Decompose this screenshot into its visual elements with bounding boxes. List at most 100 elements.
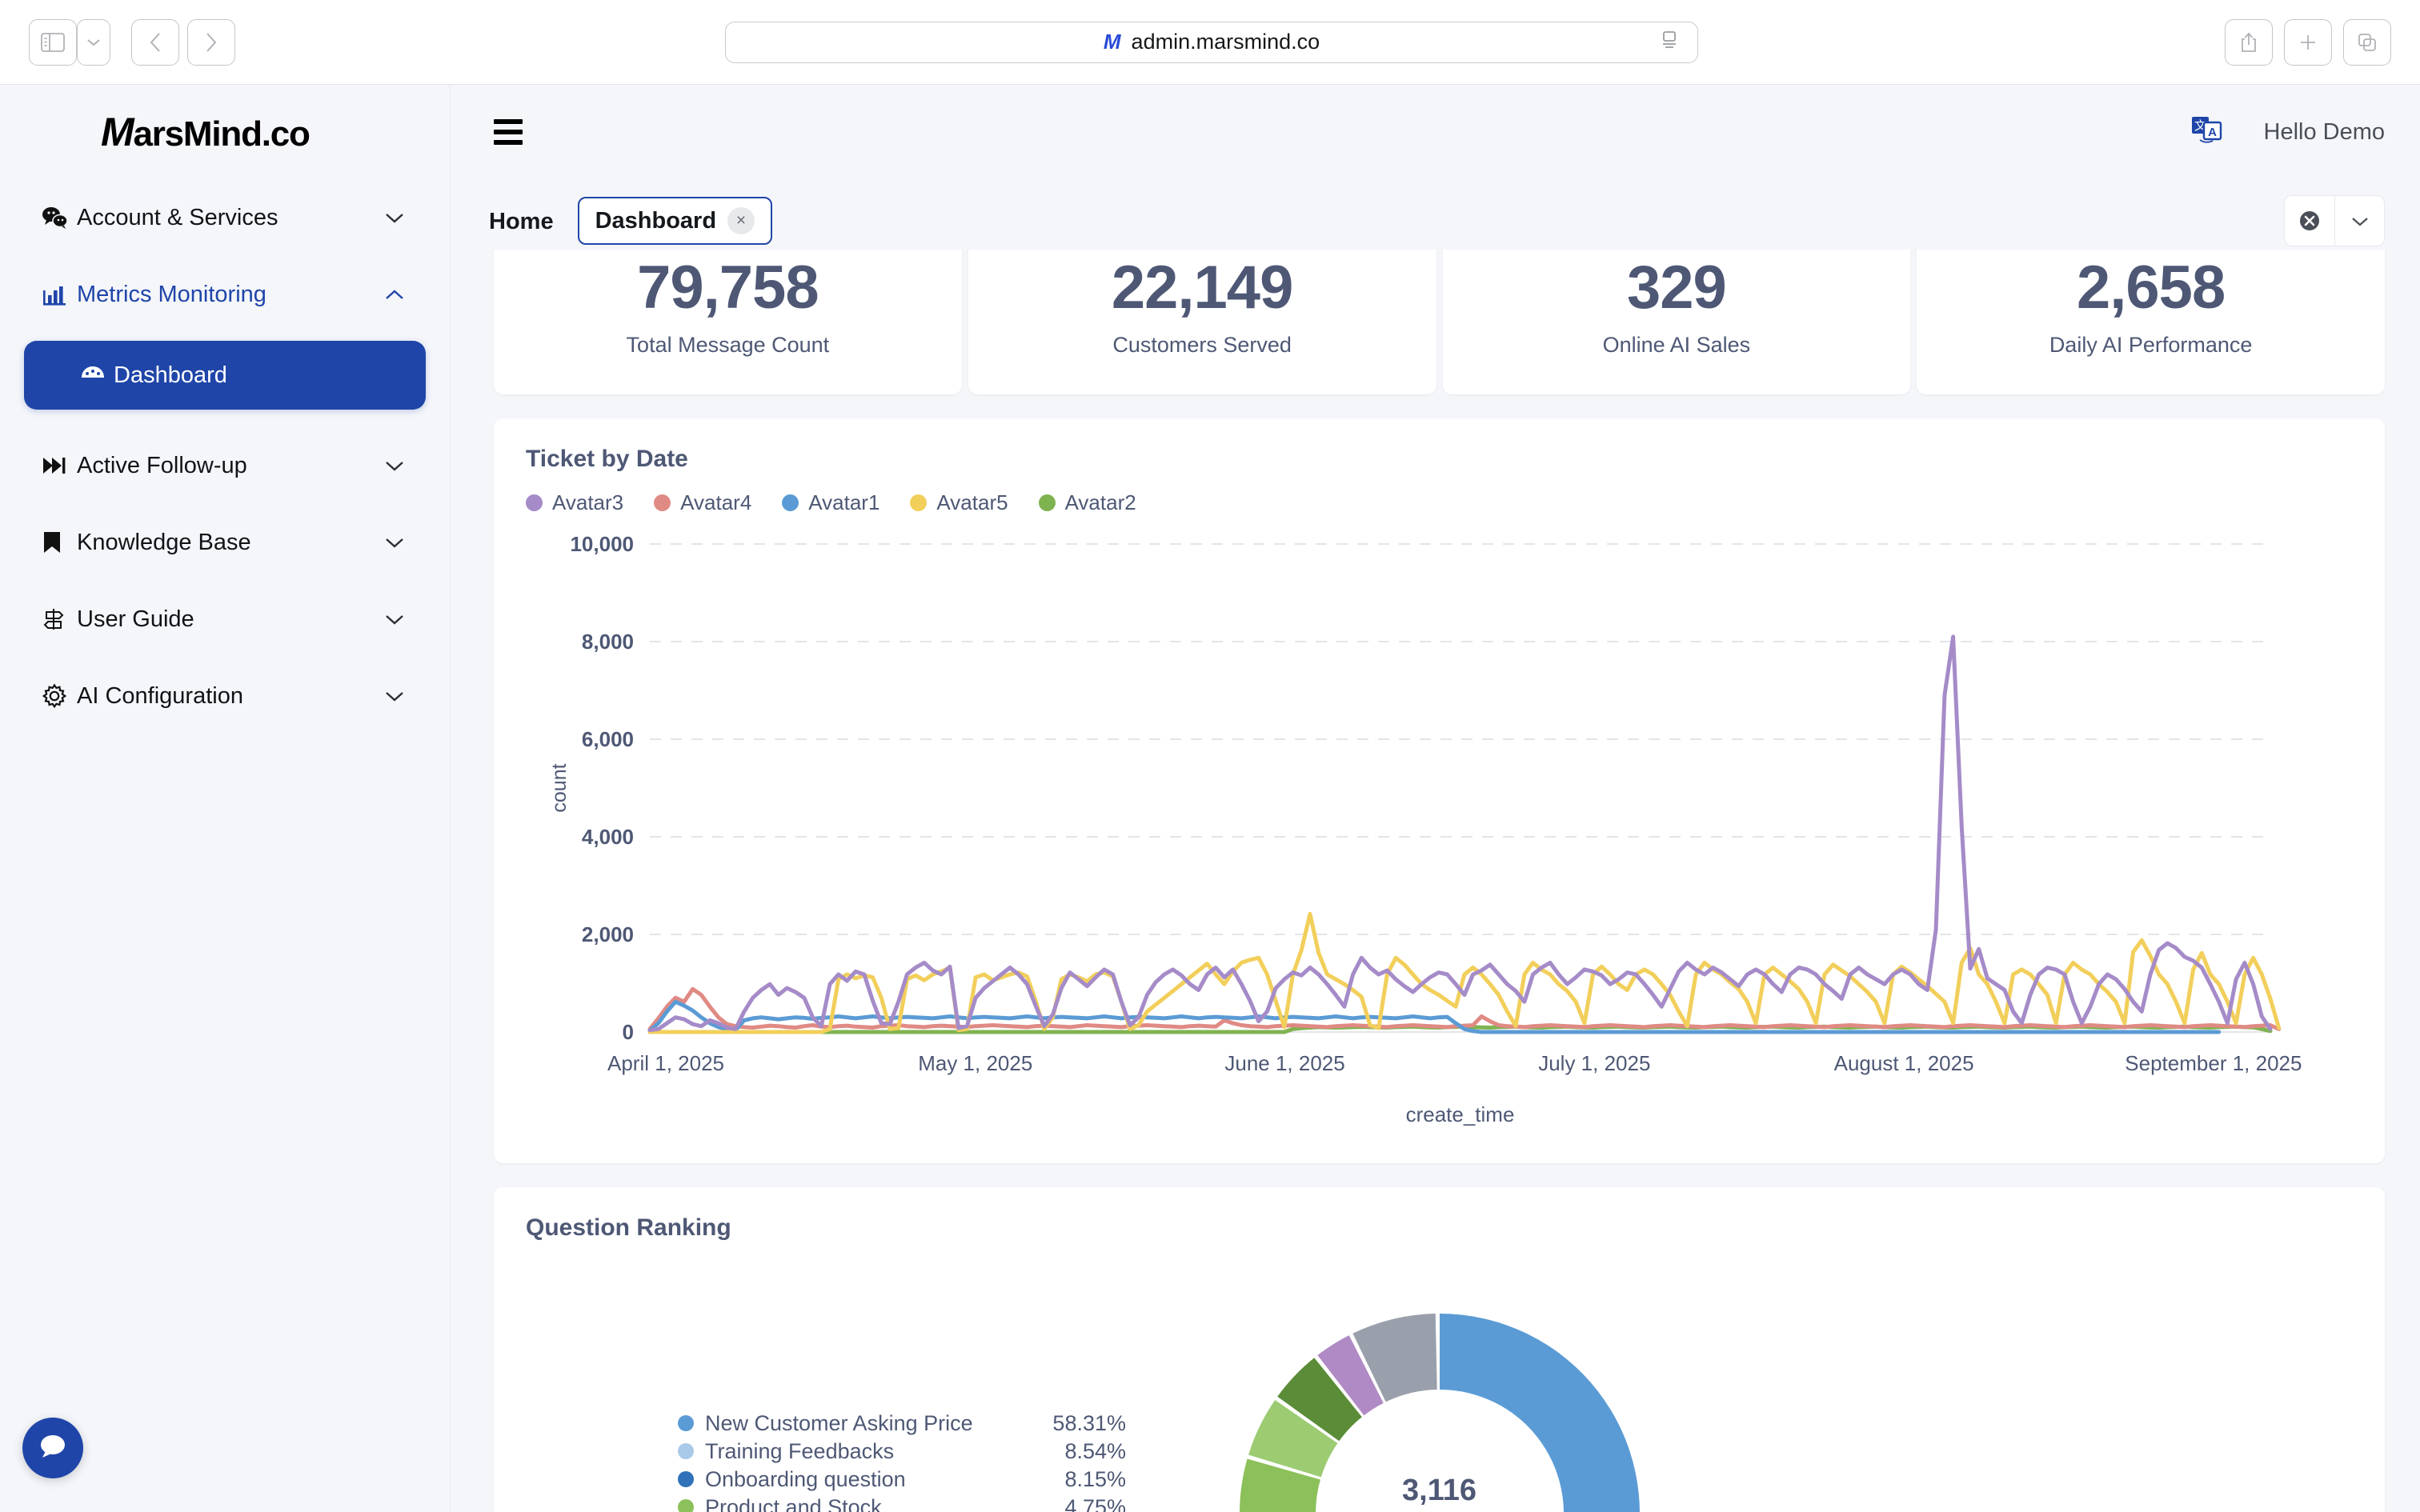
- close-circle-icon[interactable]: [2285, 196, 2334, 246]
- svg-text:August 1, 2025: August 1, 2025: [1834, 1051, 1974, 1075]
- kpi-card: 329 Online AI Sales: [1442, 250, 1911, 394]
- tab-tools: [2284, 195, 2385, 246]
- chevron-down-icon[interactable]: [384, 211, 405, 224]
- sidebar-item-ai-configuration[interactable]: AI Configuration: [24, 658, 426, 734]
- logo-text: arsMind.co: [133, 114, 310, 154]
- sidebar-item-label: User Guide: [77, 606, 194, 632]
- legend-label: Avatar5: [936, 490, 1008, 514]
- panel-title: Question Ranking: [526, 1214, 731, 1241]
- sidebar-toggle-button[interactable]: [29, 18, 77, 66]
- sidebar-item-label: Knowledge Base: [77, 529, 251, 555]
- legend-item[interactable]: Avatar3: [526, 490, 623, 515]
- donut-slice[interactable]: [1239, 1458, 1320, 1512]
- legend-value: 8.15%: [1064, 1466, 1126, 1491]
- legend-item[interactable]: Avatar4: [654, 490, 751, 515]
- share-button[interactable]: [2225, 18, 2273, 66]
- panel-title: Ticket by Date: [526, 445, 688, 472]
- chevron-down-icon[interactable]: [384, 690, 405, 702]
- svg-text:July 1, 2025: July 1, 2025: [1538, 1051, 1650, 1075]
- sidebar-item-dashboard[interactable]: Dashboard: [24, 341, 426, 410]
- kpi-label: Daily AI Performance: [2049, 332, 2253, 357]
- sidebar-item-label: AI Configuration: [77, 682, 243, 709]
- legend-label: Onboarding question: [705, 1466, 906, 1491]
- kpi-value: 79,758: [637, 254, 819, 322]
- kpi-row: 79,758 Total Message Count 22,149 Custom…: [494, 250, 2385, 394]
- sidebar-item-label: Metrics Monitoring: [77, 281, 266, 307]
- question-ranking-legend: New Customer Asking Price 58.31% Training …: [678, 1410, 1126, 1512]
- chevron-up-icon[interactable]: [384, 288, 405, 301]
- tab-bar: Home Dashboard ×: [451, 179, 2420, 250]
- hamburger-icon[interactable]: [494, 119, 523, 145]
- sidebar-item-knowledge-base[interactable]: Knowledge Base: [24, 504, 426, 581]
- legend-item[interactable]: Avatar1: [782, 490, 879, 515]
- donut-chart[interactable]: [1216, 1250, 1664, 1512]
- legend-color-dot: [1038, 494, 1056, 511]
- tab-home[interactable]: Home: [489, 209, 554, 234]
- legend-color-dot: [678, 1499, 694, 1512]
- svg-text:April 1, 2025: April 1, 2025: [607, 1051, 724, 1075]
- sidebar-item-metrics-monitoring[interactable]: Metrics Monitoring: [24, 256, 426, 333]
- chart-legend: Avatar3 Avatar4 Avatar1 Avatar5 Avatar2: [526, 490, 2353, 515]
- chevron-down-icon[interactable]: [384, 459, 405, 472]
- kpi-value: 22,149: [1111, 254, 1293, 322]
- new-tab-button[interactable]: [2284, 18, 2332, 66]
- chevron-down-icon[interactable]: [384, 613, 405, 626]
- legend-item[interactable]: Avatar5: [910, 490, 1008, 515]
- legend-item[interactable]: Avatar2: [1038, 490, 1136, 515]
- chevron-down-icon[interactable]: [2334, 196, 2384, 246]
- donut-slice[interactable]: [1316, 1334, 1384, 1416]
- tab-label: Dashboard: [595, 207, 717, 234]
- sidebar-dropdown-button[interactable]: [77, 18, 110, 66]
- donut-slice[interactable]: [1343, 1313, 1640, 1512]
- legend-color-dot: [678, 1471, 694, 1488]
- svg-text:count: count: [548, 763, 571, 812]
- legend-label: Avatar1: [808, 490, 880, 514]
- svg-text:create_time: create_time: [1406, 1102, 1515, 1126]
- chat-widget-button[interactable]: [22, 1418, 83, 1478]
- reader-view-icon[interactable]: [1659, 30, 1680, 54]
- bar-chart-icon: [42, 282, 77, 306]
- legend-color-dot: [654, 494, 671, 511]
- back-button[interactable]: [131, 18, 179, 66]
- tab-overview-button[interactable]: [2343, 18, 2391, 66]
- question-ranking-panel: Question Ranking 3,116 New Customer Aski…: [494, 1186, 2385, 1512]
- close-icon[interactable]: ×: [727, 207, 755, 234]
- svg-text:0: 0: [623, 1020, 634, 1044]
- svg-text:May 1, 2025: May 1, 2025: [918, 1051, 1032, 1075]
- kpi-value: 2,658: [2077, 254, 2226, 322]
- legend-color-dot: [678, 1443, 694, 1460]
- main-column: 文 A Hello Demo Home Dashboard ×: [451, 85, 2420, 1512]
- tab-dashboard[interactable]: Dashboard ×: [577, 197, 773, 245]
- browser-toolbar: M admin.marsmind.co: [0, 0, 2420, 85]
- sidebar-item-active-follow-up[interactable]: Active Follow-up: [24, 427, 426, 504]
- line-chart[interactable]: 0 2,000 4,000 6,000 8,000 10,000 count April 1,…: [526, 520, 2353, 1144]
- question-ranking-body: 3,116 New Customer Asking Price 58.31% Tra…: [526, 1242, 2353, 1512]
- user-greeting[interactable]: Hello Demo: [2263, 118, 2386, 145]
- list-item[interactable]: Onboarding question 8.15%: [678, 1466, 1126, 1494]
- donut-slice[interactable]: [1352, 1313, 1437, 1402]
- sidebar-item-label: Account & Services: [77, 204, 278, 230]
- browser-left-controls: [29, 18, 235, 66]
- list-item[interactable]: Product and Stock 4.75%: [678, 1494, 1126, 1512]
- forward-button[interactable]: [187, 18, 235, 66]
- translate-icon[interactable]: 文 A: [2190, 115, 2222, 150]
- donut-slice[interactable]: [1276, 1358, 1362, 1442]
- sidebar: MarsMind.co Account & Services: [0, 85, 451, 1512]
- signpost-icon: [42, 607, 77, 631]
- svg-text:4,000: 4,000: [582, 825, 634, 849]
- logo-initial: M: [101, 110, 134, 154]
- kpi-value: 329: [1626, 254, 1727, 322]
- kpi-card: 2,658 Daily AI Performance: [1917, 250, 2385, 394]
- donut-center-total: 3,116: [1402, 1473, 1476, 1507]
- chevron-down-icon[interactable]: [384, 536, 405, 549]
- list-item[interactable]: New Customer Asking Price 58.31%: [678, 1410, 1126, 1438]
- list-item[interactable]: Training Feedbacks 8.54%: [678, 1438, 1126, 1466]
- chat-bubble-icon: [36, 1430, 70, 1466]
- app-logo[interactable]: MarsMind.co: [24, 85, 426, 179]
- sidebar-item-account-services[interactable]: Account & Services: [24, 179, 426, 256]
- browser-right-controls: [2225, 18, 2391, 66]
- donut-slice[interactable]: [1248, 1399, 1337, 1478]
- url-bar[interactable]: M admin.marsmind.co: [725, 21, 1698, 63]
- legend-label: Avatar4: [680, 490, 752, 514]
- sidebar-item-user-guide[interactable]: User Guide: [24, 581, 426, 658]
